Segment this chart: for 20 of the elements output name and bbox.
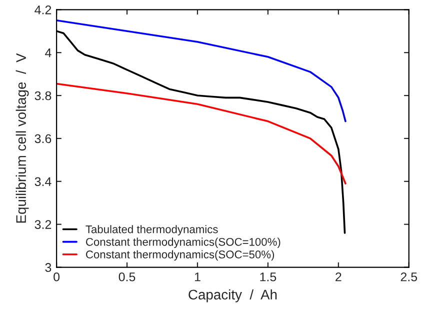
legend-label: Tabulated thermodynamics	[86, 225, 218, 236]
line-series	[56, 82, 346, 184]
x-tick-label: 2.5	[400, 272, 418, 282]
y-tick-label: 3.2	[34, 220, 52, 229]
y-tick-label: 3.6	[34, 134, 52, 144]
y-tick-label: 4.2	[34, 5, 52, 14]
line-series	[56, 19, 346, 122]
y-tick-label: 4	[45, 48, 52, 58]
y-axis-title: Equilibrium cell voltage / V	[16, 53, 29, 223]
x-tick-label: 1.5	[260, 272, 276, 282]
x-axis-title: Capacity / Ah	[188, 289, 277, 302]
x-tick-label: 0.5	[118, 272, 136, 282]
y-tick-label: 3.4	[34, 177, 52, 186]
legend-label: Constant thermodynamics(SOC=50%)	[86, 250, 274, 261]
x-tick-label: 1	[194, 272, 200, 282]
legend-label: Constant thermodynamics(SOC=100%)	[86, 238, 280, 248]
y-tick-label: 3	[45, 263, 52, 272]
y-tick-label: 3.8	[34, 91, 52, 100]
x-tick-label: 2	[336, 272, 342, 282]
x-tick-label: 0	[54, 272, 60, 282]
